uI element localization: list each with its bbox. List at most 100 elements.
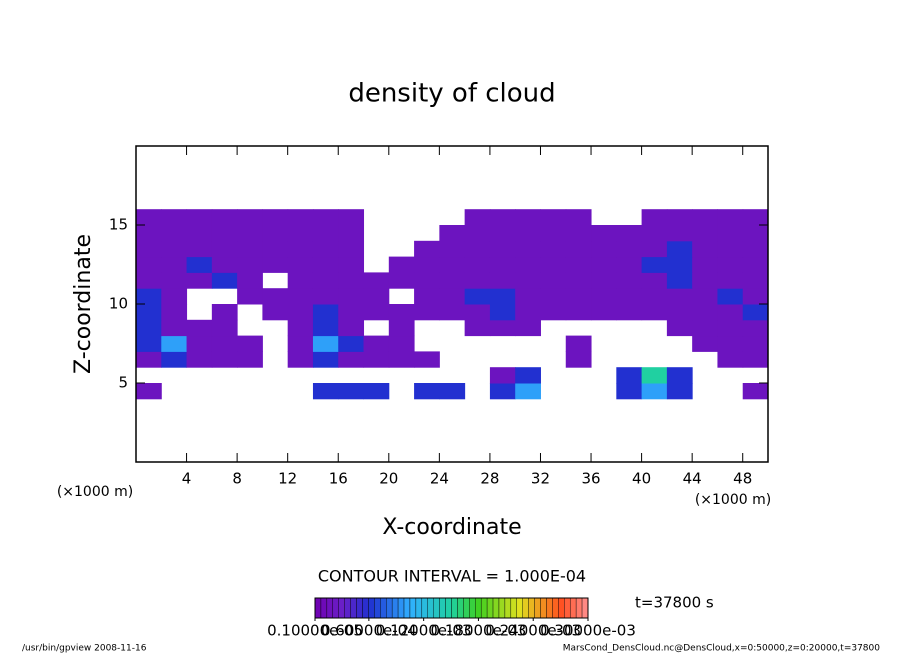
- cell: [312, 256, 339, 273]
- cell: [338, 272, 365, 289]
- cell: [363, 383, 390, 400]
- colorbar-swatch: [516, 597, 523, 619]
- cell: [439, 225, 466, 242]
- cell: [388, 272, 415, 289]
- cell: [666, 383, 693, 400]
- cell: [161, 304, 188, 321]
- cell: [262, 240, 289, 258]
- cell: [565, 304, 592, 321]
- cell: [515, 240, 541, 258]
- colorbar-swatch: [546, 597, 553, 619]
- x-tick-label: 8: [232, 470, 242, 488]
- x-tick-label: 48: [733, 470, 752, 488]
- cell: [565, 240, 592, 258]
- cell: [439, 304, 466, 321]
- cell: [515, 288, 541, 305]
- cell: [161, 209, 188, 226]
- cell: [237, 335, 263, 352]
- cell: [742, 272, 769, 289]
- cell: [666, 288, 693, 305]
- cell: [666, 256, 693, 273]
- colorbar-swatch: [344, 597, 351, 619]
- cell: [136, 335, 162, 352]
- cell: [136, 288, 162, 305]
- cell: [692, 225, 718, 242]
- cell: [287, 272, 314, 289]
- colorbar-swatch: [380, 597, 387, 619]
- cell: [161, 256, 188, 273]
- cell: [641, 304, 668, 321]
- cell: [186, 351, 213, 368]
- cell: [641, 367, 668, 384]
- cell: [717, 256, 744, 273]
- cell: [464, 288, 491, 305]
- colorbar-swatch: [433, 597, 440, 619]
- cell: [641, 225, 668, 242]
- cell: [161, 288, 188, 305]
- colorbar-tick-label: 0.18000e-03: [431, 622, 527, 640]
- colorbar-swatch: [486, 597, 494, 619]
- cell: [489, 367, 516, 384]
- cell: [338, 351, 365, 368]
- colorbar-swatch: [320, 597, 328, 619]
- cell: [338, 319, 365, 337]
- cell: [616, 225, 643, 242]
- colorbar-swatch: [451, 597, 458, 619]
- cell: [262, 225, 289, 242]
- x-tick-label: 44: [683, 470, 702, 488]
- colorbar-swatch: [409, 597, 417, 619]
- x-tick-label: 36: [581, 470, 600, 488]
- cell: [388, 319, 415, 337]
- cell: [515, 256, 541, 273]
- cell: [540, 209, 567, 226]
- cell: [565, 225, 592, 242]
- colorbar-swatch: [492, 597, 500, 619]
- cell: [287, 256, 314, 273]
- cell: [489, 383, 516, 400]
- cell: [742, 256, 769, 273]
- cell: [262, 209, 289, 226]
- cell: [414, 383, 440, 400]
- colorbar-swatch: [427, 597, 434, 619]
- cell: [211, 304, 238, 321]
- colorbar-swatch: [386, 597, 393, 619]
- cell: [666, 209, 693, 226]
- cell: [591, 272, 617, 289]
- cell: [439, 288, 466, 305]
- colorbar-swatch: [480, 597, 488, 619]
- x-unit: (×1000 m): [695, 492, 771, 508]
- cell: [489, 272, 516, 289]
- cell: [312, 225, 339, 242]
- x-tick-label: 4: [182, 470, 192, 488]
- cell: [666, 272, 693, 289]
- colorbar-swatch: [510, 597, 517, 619]
- cell: [565, 209, 592, 226]
- colorbar-swatch: [445, 597, 452, 619]
- x-axis-label: X-coordinate: [382, 515, 521, 540]
- cell: [464, 256, 491, 273]
- cell: [717, 319, 744, 337]
- cell: [262, 304, 289, 321]
- cell: [136, 272, 162, 289]
- cell: [262, 256, 289, 273]
- colorbar-swatch: [326, 597, 334, 619]
- cell: [287, 240, 314, 258]
- cell: [489, 225, 516, 242]
- cell: [211, 351, 238, 368]
- cell: [161, 240, 188, 258]
- cell: [312, 351, 339, 368]
- cell: [666, 319, 693, 337]
- cell: [742, 288, 769, 305]
- colorbar-swatch: [581, 597, 589, 619]
- cell: [717, 272, 744, 289]
- cell: [414, 288, 440, 305]
- colorbar-tick-label: 0.12000e-03: [376, 622, 472, 640]
- cell: [742, 225, 769, 242]
- cell: [312, 335, 339, 352]
- colorbar-swatch: [552, 597, 559, 619]
- cell: [464, 240, 491, 258]
- cell: [363, 335, 390, 352]
- cell: [717, 225, 744, 242]
- cell: [287, 351, 314, 368]
- cell: [439, 272, 466, 289]
